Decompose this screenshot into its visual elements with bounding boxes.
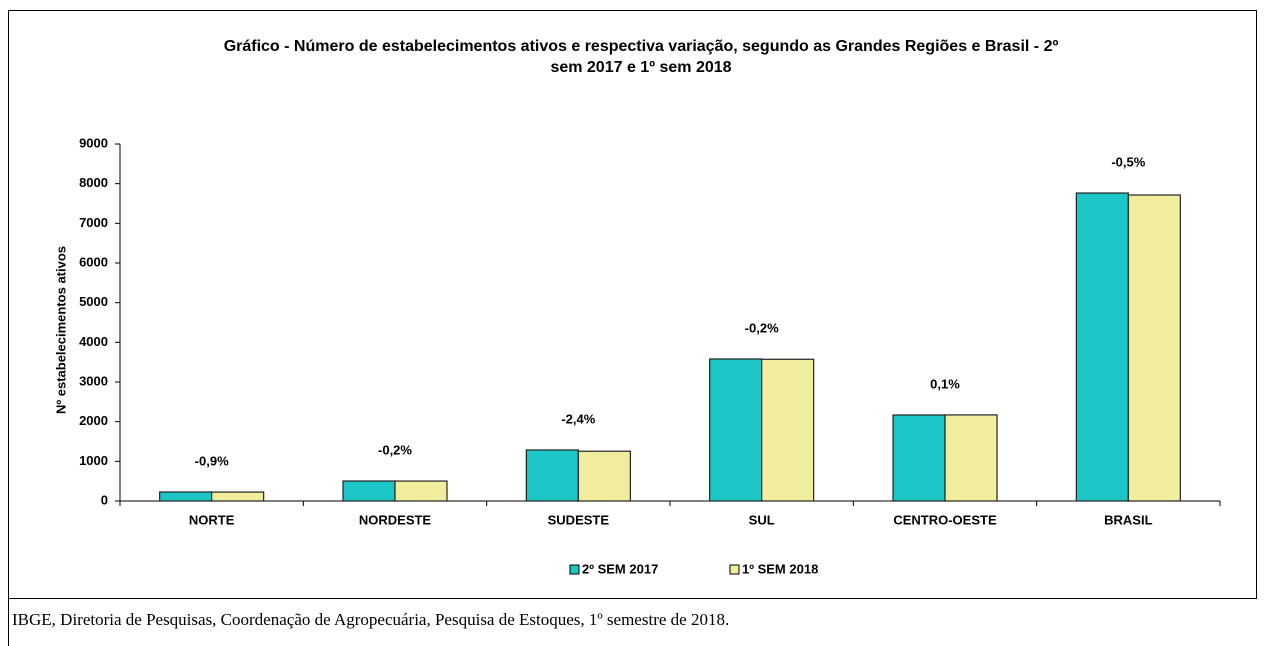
legend-swatch <box>569 564 580 575</box>
annotation: -0,9% <box>195 453 229 468</box>
y-tick-label: 7000 <box>79 215 108 230</box>
legend-swatch <box>729 564 740 575</box>
x-tick-label: NORDESTE <box>359 512 432 527</box>
x-tick-label: SUDESTE <box>548 512 610 527</box>
annotation: 0,1% <box>930 376 960 391</box>
bar <box>944 414 998 502</box>
bar <box>211 491 265 502</box>
y-tick-label: 0 <box>101 492 108 507</box>
bar <box>525 449 579 502</box>
annotation: -0,5% <box>1111 154 1145 169</box>
y-axis-label: Nº estabelecimentos ativos <box>53 246 68 414</box>
annotation: -0,2% <box>745 320 779 335</box>
annotation: -0,2% <box>378 442 412 457</box>
bar <box>761 358 815 502</box>
chart-title: Gráfico - Número de estabelecimentos ati… <box>223 38 1059 76</box>
bar <box>577 450 631 502</box>
source: IBGE, Diretoria de Pesquisas, Coordenaçã… <box>12 610 730 629</box>
y-tick-label: 3000 <box>79 373 108 388</box>
x-tick-label: BRASIL <box>1104 512 1152 527</box>
x-tick-label: SUL <box>749 512 775 527</box>
bar <box>892 414 946 502</box>
y-tick-label: 9000 <box>79 135 108 150</box>
x-tick-label: NORTE <box>189 512 235 527</box>
bar <box>1127 194 1181 502</box>
legend-label: 1º SEM 2018 <box>742 561 818 576</box>
y-tick-label: 5000 <box>79 294 108 309</box>
y-tick-label: 8000 <box>79 175 108 190</box>
bar <box>159 491 213 502</box>
y-tick-label: 6000 <box>79 254 108 269</box>
legend-label: 2º SEM 2017 <box>582 561 658 576</box>
y-tick-label: 4000 <box>79 334 108 349</box>
bar <box>1075 192 1129 502</box>
y-tick-label: 1000 <box>79 453 108 468</box>
bar <box>342 480 396 502</box>
x-tick-label: CENTRO-OESTE <box>893 512 997 527</box>
bar <box>394 480 448 502</box>
bar <box>709 358 763 502</box>
chart-frame <box>8 10 1257 599</box>
annotation: -2,4% <box>561 411 595 426</box>
y-tick-label: 2000 <box>79 413 108 428</box>
